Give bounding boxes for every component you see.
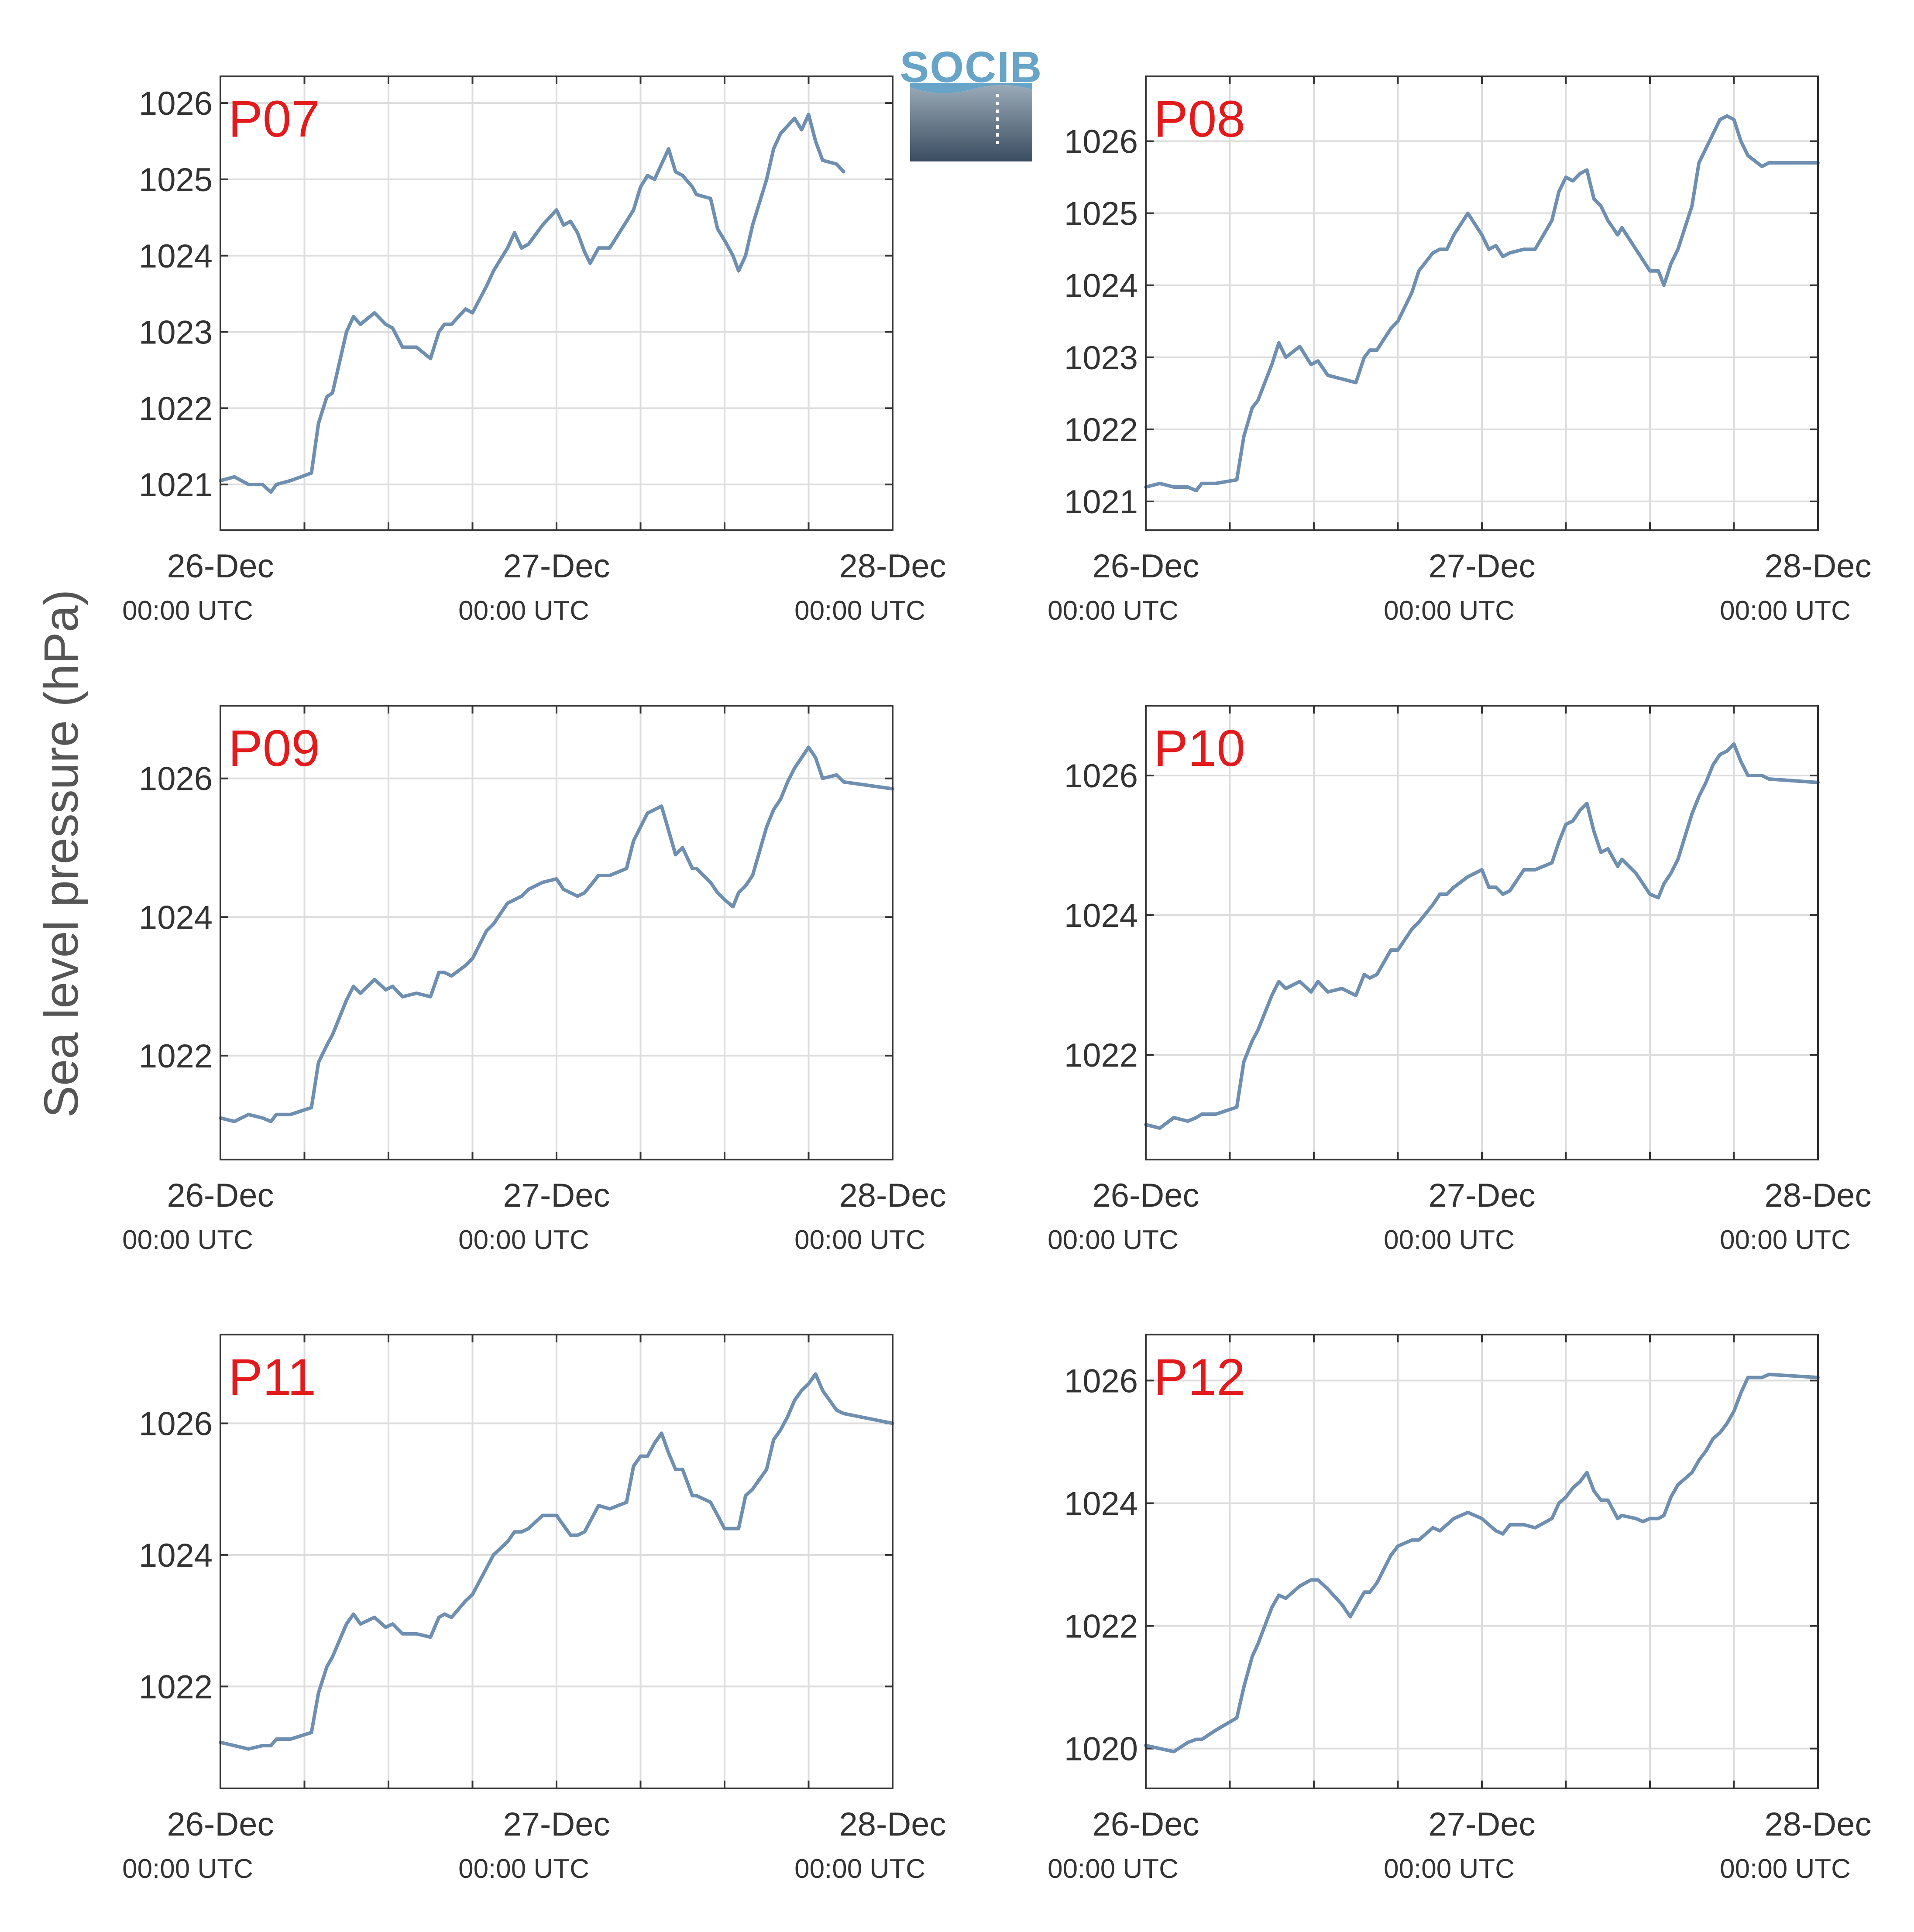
series-line	[1144, 1373, 1820, 1754]
x-tick-label-date: 28-Dec	[839, 1177, 946, 1214]
x-tick-label-time: 00:00 UTC	[1720, 1225, 1851, 1255]
y-tick-label: 1024	[1064, 268, 1138, 305]
x-tick-label-time: 00:00 UTC	[1048, 1854, 1179, 1884]
x-tick-label-time: 00:00 UTC	[1384, 1854, 1515, 1884]
x-tick-label-date: 28-Dec	[839, 548, 946, 585]
chart-panel-p12: 1020 1022 1024 1026 P12 26-Dec 00:00 UTC 27-Dec…	[1048, 1334, 1872, 1884]
x-tick-label-time: 00:00 UTC	[1048, 1225, 1179, 1255]
x-tick-label-date: 28-Dec	[1765, 548, 1872, 585]
x-tick-label-date: 27-Dec	[503, 548, 610, 585]
y-tick-label: 1026	[139, 761, 213, 798]
series-line	[1144, 114, 1820, 493]
x-tick-label-date: 28-Dec	[839, 1806, 946, 1843]
y-tick-label: 1022	[1064, 1037, 1138, 1074]
y-tick-label: 1025	[139, 161, 213, 199]
y-tick-label: 1021	[139, 467, 213, 504]
x-tick-label-time: 00:00 UTC	[1384, 1225, 1515, 1255]
x-tick-label-time: 00:00 UTC	[1384, 596, 1515, 626]
series-line	[219, 1372, 894, 1751]
series-line	[219, 745, 894, 1123]
x-tick-label-date: 27-Dec	[503, 1177, 610, 1214]
y-tick-label: 1022	[139, 1668, 213, 1706]
x-tick-label-date: 26-Dec	[167, 548, 274, 585]
panel-label: P12	[1154, 1349, 1245, 1406]
x-tick-label-time: 00:00 UTC	[458, 1854, 589, 1884]
chart-panel-p10: 1022 1024 1026 P10 26-Dec 00:00 UTC 27-Dec 00:0…	[1048, 705, 1872, 1255]
chart-panel-p07: 1021 1022 1023 1024 1025 1026 P07 26-Dec 00:00 U…	[122, 75, 946, 626]
y-tick-label: 1026	[139, 1405, 213, 1442]
y-tick-label: 1025	[1064, 196, 1138, 233]
x-tick-label-time: 00:00 UTC	[458, 1225, 589, 1255]
x-tick-label-time: 00:00 UTC	[1720, 1854, 1851, 1884]
panel-label: P08	[1154, 90, 1245, 148]
plot-frame	[220, 75, 893, 531]
x-tick-label-date: 27-Dec	[503, 1806, 610, 1843]
x-tick-label-date: 28-Dec	[1765, 1806, 1872, 1843]
x-tick-label-date: 26-Dec	[1093, 1806, 1199, 1843]
y-tick-label: 1023	[1064, 340, 1138, 377]
panel-label: P11	[228, 1349, 316, 1406]
socib-logo: SOCIB	[900, 43, 1041, 161]
y-axis-label: Sea level pressure (hPa)	[34, 590, 88, 1118]
y-tick-label: 1022	[1064, 1608, 1138, 1645]
panel-label: P07	[228, 90, 320, 148]
panel-label: P10	[1154, 720, 1245, 777]
y-tick-label: 1024	[139, 238, 213, 275]
series-line	[219, 113, 845, 494]
y-tick-label: 1022	[139, 390, 213, 427]
x-tick-label-time: 00:00 UTC	[122, 596, 253, 626]
x-tick-label-time: 00:00 UTC	[122, 1854, 253, 1884]
plot-frame	[1145, 1334, 1819, 1789]
y-tick-label: 1024	[1064, 897, 1138, 934]
y-tick-label: 1024	[1064, 1485, 1138, 1522]
plot-frame	[1145, 75, 1819, 531]
x-tick-label-time: 00:00 UTC	[122, 1225, 253, 1255]
y-tick-label: 1020	[1064, 1731, 1138, 1768]
y-tick-label: 1022	[139, 1038, 213, 1075]
plot-frame	[220, 1334, 893, 1789]
x-tick-label-time: 00:00 UTC	[1048, 596, 1179, 626]
y-tick-label: 1026	[139, 85, 213, 122]
plot-frame	[220, 705, 893, 1160]
chart-panel-p08: 1021 1022 1023 1024 1025 1026 P08 26-Dec 00:00 U…	[1048, 75, 1872, 626]
y-tick-label: 1026	[1064, 124, 1138, 161]
logo-wave-crest	[910, 83, 1032, 93]
y-tick-label: 1022	[1064, 412, 1138, 449]
plot-frame	[1145, 705, 1819, 1160]
x-tick-label-time: 00:00 UTC	[794, 1854, 925, 1884]
x-tick-label-date: 27-Dec	[1429, 1806, 1536, 1843]
x-tick-label-date: 26-Dec	[1093, 548, 1199, 585]
y-tick-label: 1021	[1064, 484, 1138, 521]
x-tick-label-date: 26-Dec	[1093, 1177, 1199, 1214]
x-tick-label-date: 28-Dec	[1765, 1177, 1872, 1214]
y-tick-label: 1026	[1064, 758, 1138, 795]
logo-wave	[910, 85, 1032, 161]
chart-panel-p09: 1022 1024 1026 P09 26-Dec 00:00 UTC 27-Dec 00:0…	[122, 705, 946, 1255]
x-tick-label-time: 00:00 UTC	[794, 1225, 925, 1255]
y-tick-label: 1023	[139, 314, 213, 351]
x-tick-label-time: 00:00 UTC	[794, 596, 925, 626]
x-tick-label-time: 00:00 UTC	[458, 596, 589, 626]
y-tick-label: 1024	[139, 899, 213, 936]
chart-panel-p11: 1022 1024 1026 P11 26-Dec 00:00 UTC 27-Dec 00:0…	[122, 1334, 946, 1884]
y-tick-label: 1026	[1064, 1362, 1138, 1400]
x-tick-label-date: 27-Dec	[1429, 1177, 1536, 1214]
series-line	[1144, 742, 1820, 1130]
x-tick-label-date: 26-Dec	[167, 1806, 274, 1843]
x-tick-label-date: 26-Dec	[167, 1177, 274, 1214]
y-tick-label: 1024	[139, 1537, 213, 1574]
panel-label: P09	[228, 720, 320, 777]
x-tick-label-time: 00:00 UTC	[1720, 596, 1851, 626]
x-tick-label-date: 27-Dec	[1429, 548, 1536, 585]
